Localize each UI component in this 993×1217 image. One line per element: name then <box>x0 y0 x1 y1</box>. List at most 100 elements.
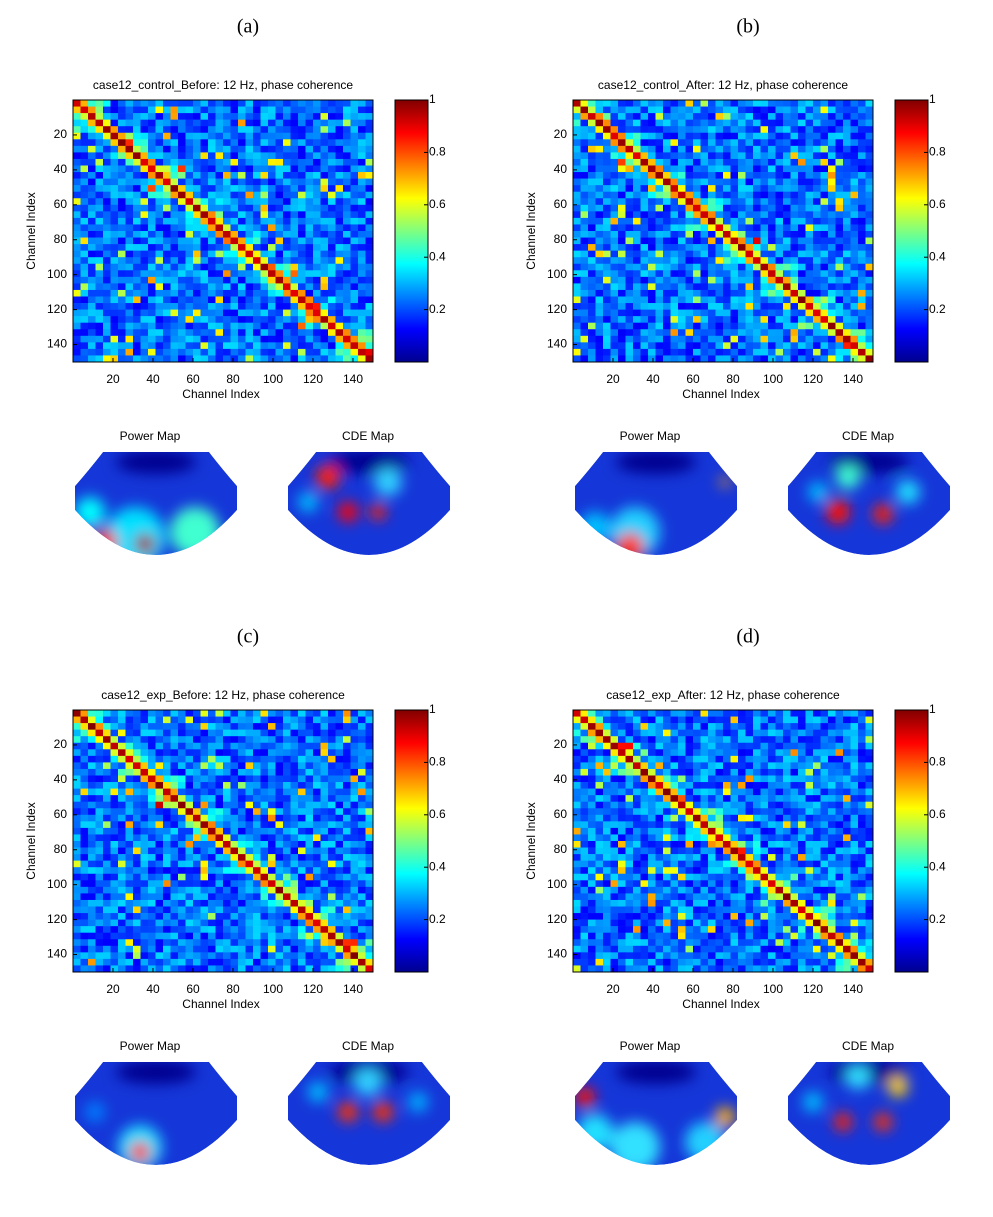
heatmap-cell <box>216 310 224 317</box>
heatmap-cell <box>178 730 186 737</box>
heatmap-cell <box>343 926 351 933</box>
heatmap-cell <box>603 179 611 186</box>
heatmap-cell <box>268 126 276 133</box>
heatmap-cell <box>201 264 209 271</box>
heatmap-cell <box>118 238 126 245</box>
heatmap-cell <box>701 166 709 173</box>
heatmap-cell <box>336 342 344 349</box>
heatmap-cell <box>88 900 96 907</box>
heatmap-cell <box>798 185 806 192</box>
heatmap-cell <box>178 329 186 336</box>
heatmap-cell <box>193 730 201 737</box>
heatmap-cell <box>283 965 291 972</box>
heatmap-cell <box>336 257 344 264</box>
heatmap-cell <box>821 100 829 107</box>
heatmap-cell <box>328 133 336 140</box>
heatmap-cell <box>96 867 104 874</box>
heatmap-cell <box>798 277 806 284</box>
heatmap-cell <box>641 224 649 231</box>
heatmap-cell <box>746 179 754 186</box>
heatmap-cell <box>828 264 836 271</box>
heatmap-cell <box>581 310 589 317</box>
heatmap-cell <box>253 808 261 815</box>
heatmap-cell <box>156 218 164 225</box>
heatmap-cell <box>118 900 126 907</box>
heatmap-cell <box>671 316 679 323</box>
heatmap-cell <box>813 231 821 238</box>
heatmap-cell <box>806 152 814 159</box>
heatmap-cell <box>276 795 284 802</box>
heatmap-cell <box>163 743 171 750</box>
heatmap-cell <box>746 316 754 323</box>
heatmap-cell <box>776 166 784 173</box>
heatmap-cell <box>231 933 239 940</box>
heatmap-cell <box>821 323 829 330</box>
heatmap-cell <box>321 861 329 868</box>
heatmap-cell <box>611 329 619 336</box>
heatmap-cell <box>648 283 656 290</box>
heatmap-cell <box>321 316 329 323</box>
heatmap-cell <box>746 185 754 192</box>
heatmap-cell <box>633 244 641 251</box>
heatmap-cell <box>163 723 171 730</box>
heatmap-cell <box>806 336 814 343</box>
heatmap-cell <box>641 107 649 114</box>
heatmap-cell <box>723 277 731 284</box>
heatmap-cell <box>723 224 731 231</box>
heatmap-cell <box>366 146 374 153</box>
heatmap-cell <box>633 251 641 258</box>
heatmap-cell <box>231 749 239 756</box>
heatmap-cell <box>701 310 709 317</box>
heatmap-cell <box>581 113 589 120</box>
heatmap-cell <box>821 152 829 159</box>
heatmap-cell <box>866 257 874 264</box>
heatmap-cell <box>298 224 306 231</box>
heatmap-cell <box>163 198 171 205</box>
heatmap-cell <box>238 257 246 264</box>
heatmap-cell <box>178 205 186 212</box>
heatmap-cell <box>618 349 626 356</box>
heatmap-cell <box>208 231 216 238</box>
heatmap-cell <box>626 172 634 179</box>
heatmap-cell <box>573 179 581 186</box>
heatmap-cell <box>633 277 641 284</box>
heatmap-cell <box>268 893 276 900</box>
heatmap-cell <box>798 244 806 251</box>
heatmap-cell <box>828 244 836 251</box>
heatmap-cell <box>283 907 291 914</box>
heatmap-cell <box>313 952 321 959</box>
colorbar-tick-label: 0.2 <box>429 912 446 926</box>
heatmap-cell <box>671 270 679 277</box>
heatmap-cell <box>276 192 284 199</box>
heatmap-cell <box>238 146 246 153</box>
heatmap-cell <box>716 224 724 231</box>
heatmap-cell <box>753 133 761 140</box>
heatmap-cell <box>761 349 769 356</box>
heatmap-cell <box>843 205 851 212</box>
heatmap-cell <box>596 166 604 173</box>
heatmap-cell <box>336 717 344 724</box>
heatmap-cell <box>306 238 314 245</box>
heatmap-cell <box>693 270 701 277</box>
heatmap-cell <box>73 723 81 730</box>
y-tick-label: 100 <box>47 267 67 281</box>
heatmap-cell <box>588 218 596 225</box>
heatmap-cell <box>716 283 724 290</box>
heatmap-cell <box>306 257 314 264</box>
heatmap-cell <box>73 166 81 173</box>
heatmap-cell <box>141 120 149 127</box>
heatmap-cell <box>283 756 291 763</box>
heatmap-cell <box>118 887 126 894</box>
heatmap-cell <box>791 166 799 173</box>
heatmap-cell <box>798 310 806 317</box>
heatmap-cell <box>298 874 306 881</box>
heatmap-cell <box>141 776 149 783</box>
heatmap-cell <box>283 244 291 251</box>
heatmap-cell <box>306 349 314 356</box>
heatmap-cell <box>88 815 96 822</box>
x-tick-label: 60 <box>186 982 200 996</box>
heatmap-cell <box>216 952 224 959</box>
heatmap-cell <box>768 146 776 153</box>
heatmap-cell <box>851 290 859 297</box>
heatmap-cell <box>723 270 731 277</box>
